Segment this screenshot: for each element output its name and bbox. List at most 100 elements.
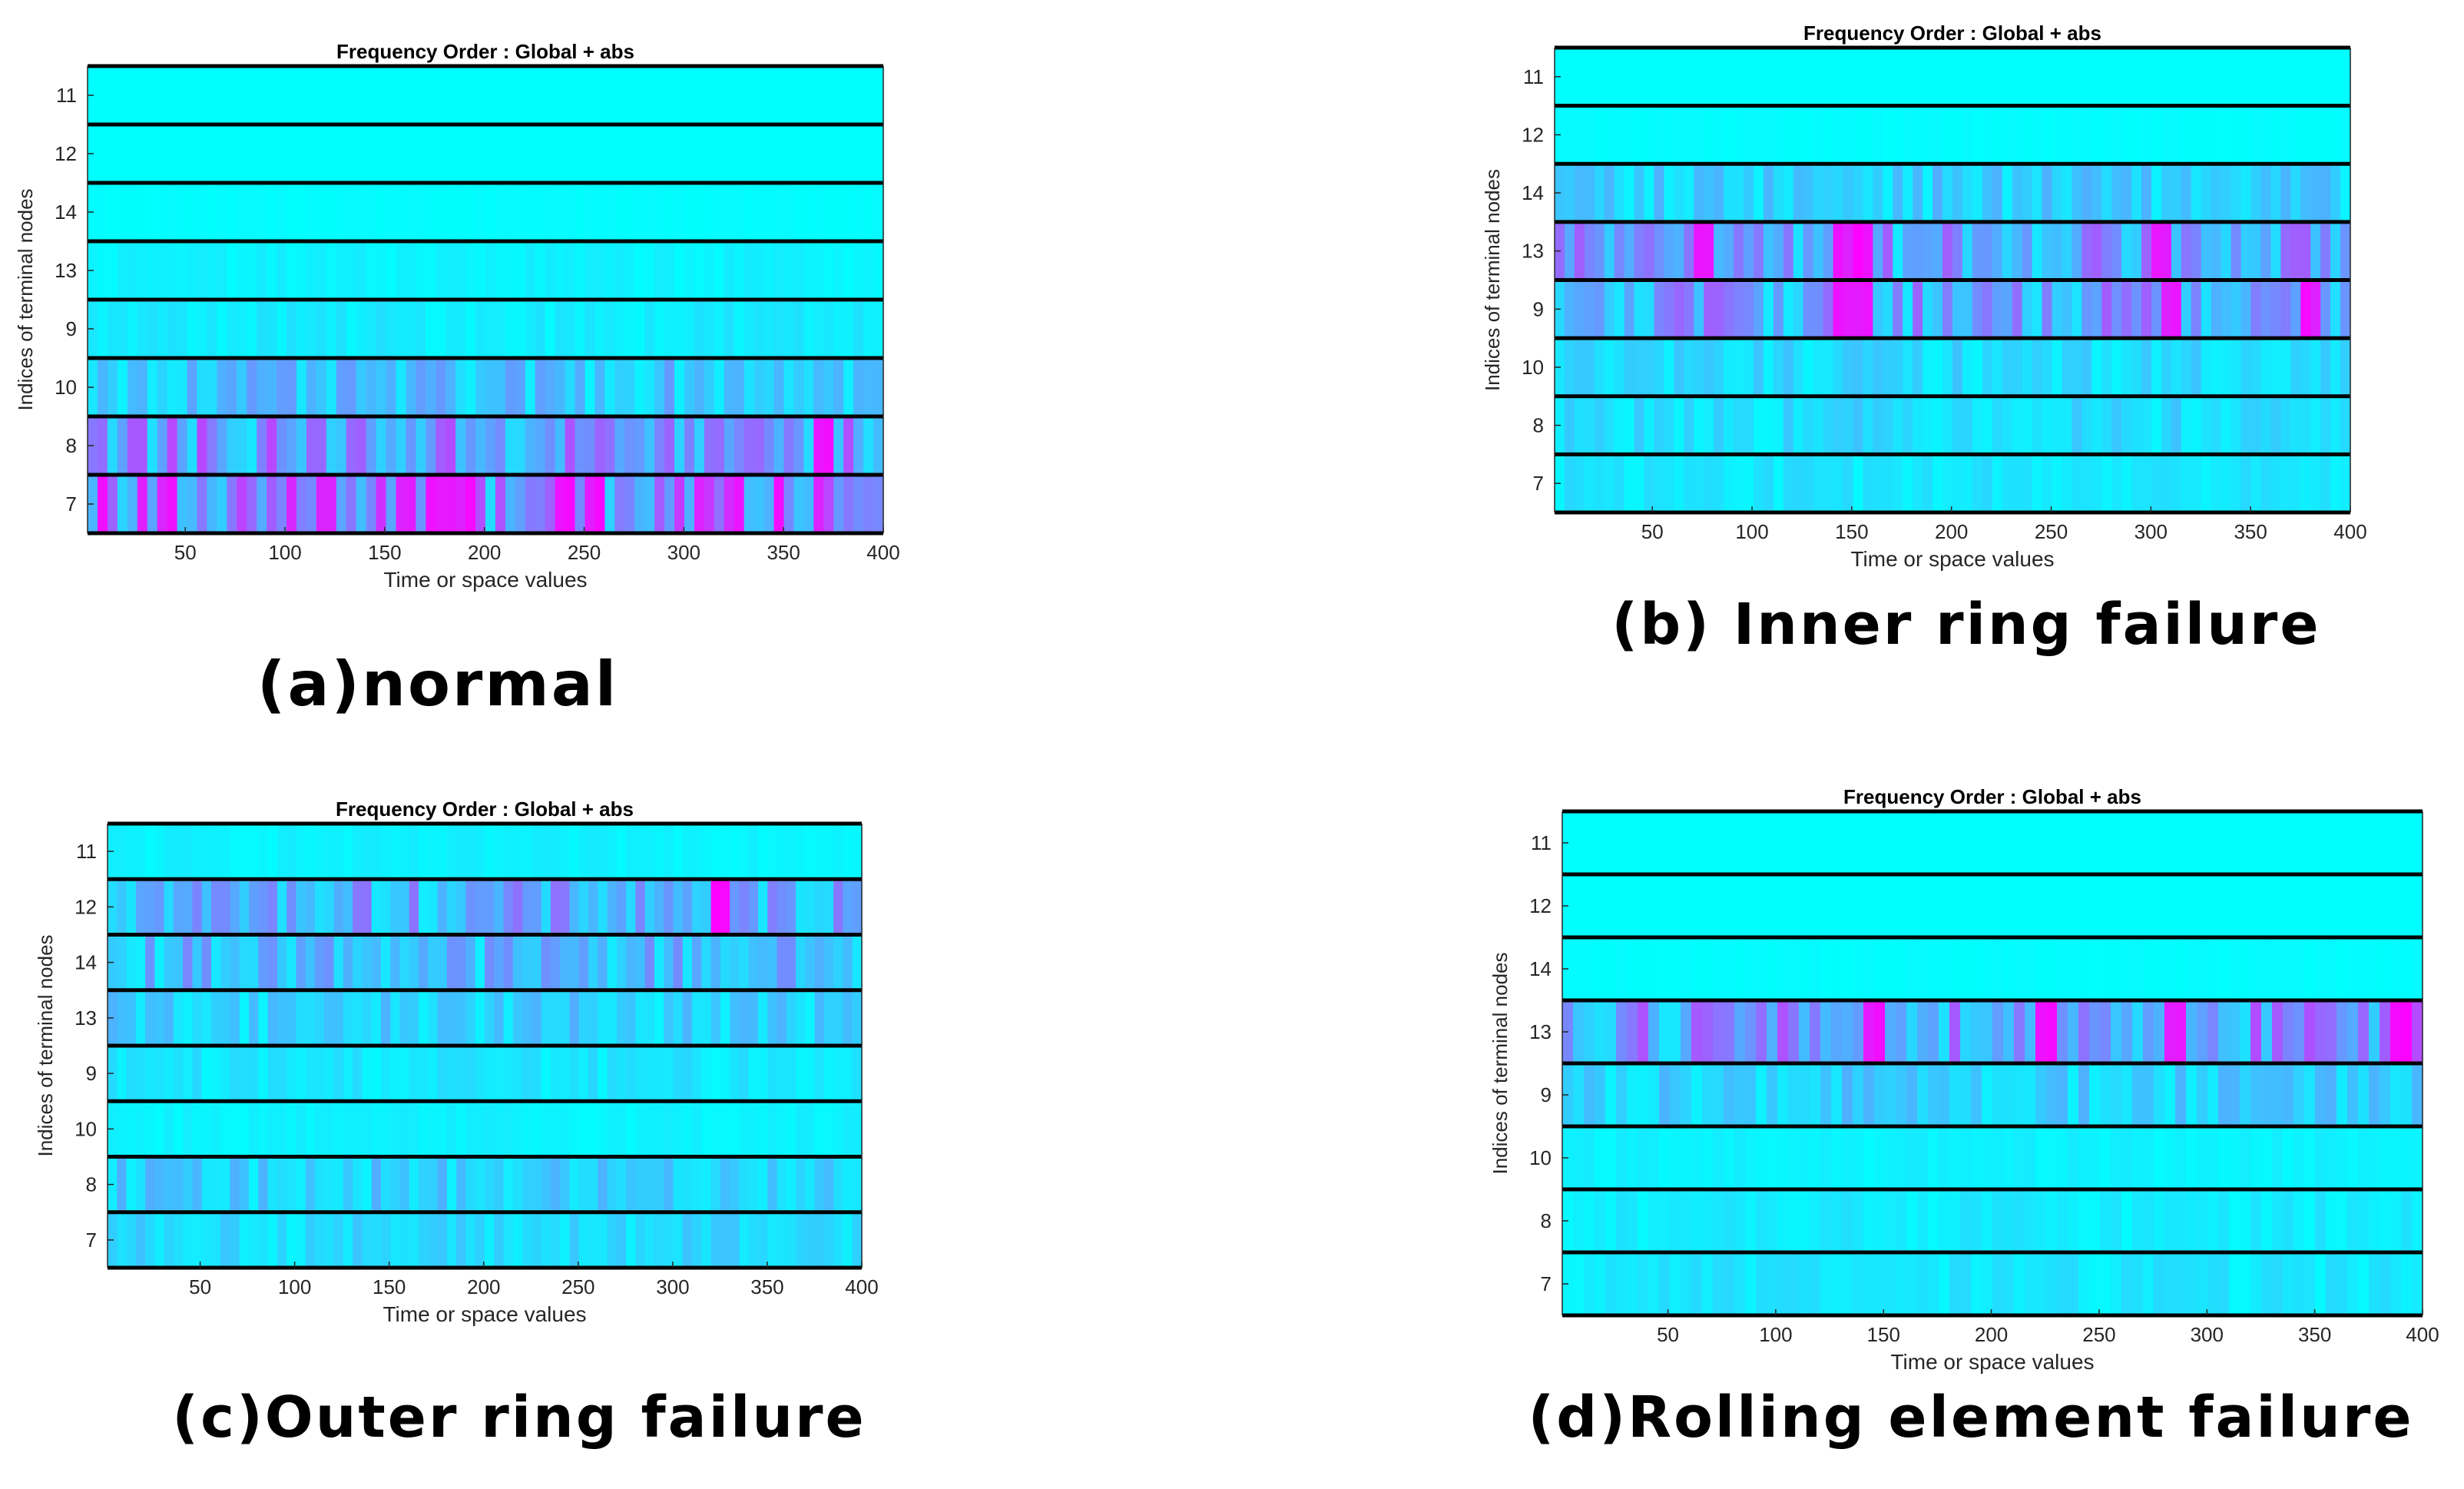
- heatmap-cell: [2250, 1189, 2262, 1252]
- heatmap-cell: [626, 879, 637, 935]
- heatmap-cell: [525, 241, 536, 300]
- heatmap-cell: [739, 1212, 750, 1268]
- heatmap-cell: [371, 934, 382, 990]
- heatmap-cell: [1694, 164, 1704, 222]
- heatmap-cell: [1604, 164, 1615, 222]
- heatmap-cell: [380, 1046, 391, 1102]
- x-tick-label: 400: [866, 541, 899, 564]
- heatmap-cell: [664, 300, 675, 358]
- heatmap-cell: [1674, 280, 1684, 339]
- heatmap-cell: [1906, 1126, 1918, 1189]
- heatmap-cell: [604, 358, 615, 416]
- heatmap-cell: [2035, 811, 2047, 874]
- heatmap-cell: [145, 1046, 155, 1102]
- heatmap-cell: [720, 1101, 730, 1157]
- heatmap-cell: [249, 990, 260, 1046]
- heatmap-cell: [97, 66, 108, 124]
- heatmap-cell: [1745, 1063, 1757, 1126]
- heatmap-cell: [2132, 937, 2144, 1000]
- heatmap-cell: [1773, 338, 1784, 396]
- heatmap-cell: [1831, 1063, 1843, 1126]
- heatmap-cell: [803, 183, 814, 241]
- heatmap-cell: [220, 1212, 231, 1268]
- heatmap-cell: [585, 300, 596, 358]
- heatmap-cell: [2340, 48, 2351, 106]
- heatmap-cell: [1745, 874, 1757, 937]
- heatmap-cell: [465, 1156, 476, 1212]
- heatmap-cell: [515, 416, 526, 475]
- heatmap-cell: [2175, 1189, 2187, 1252]
- heatmap-cell: [1594, 221, 1605, 280]
- heatmap-cell: [767, 1156, 778, 1212]
- heatmap-cell: [2201, 338, 2212, 396]
- heatmap-cell: [1942, 48, 1953, 106]
- heatmap-cell: [701, 1212, 712, 1268]
- heatmap-cell: [2358, 1252, 2370, 1315]
- heatmap-cell: [286, 934, 297, 990]
- heatmap-cell: [207, 358, 217, 416]
- heatmap-cell: [1853, 1063, 1864, 1126]
- heatmap-cell: [2330, 48, 2341, 106]
- heatmap-cell: [2304, 937, 2316, 1000]
- heatmap-cell: [796, 1101, 806, 1157]
- heatmap-cell: [753, 475, 765, 533]
- heatmap-cell: [823, 300, 834, 358]
- heatmap-cell: [569, 824, 580, 880]
- heatmap-cell: [2111, 1000, 2122, 1063]
- heatmap-cell: [1960, 1252, 1972, 1315]
- heatmap-cell: [2293, 1252, 2305, 1315]
- heatmap-cell: [1803, 221, 1814, 280]
- heatmap-cell: [445, 475, 456, 533]
- heatmap-cell: [1664, 280, 1674, 339]
- heatmap-cell: [634, 183, 645, 241]
- heatmap-cell: [1863, 1063, 1875, 1126]
- heatmap-cell: [1616, 1000, 1628, 1063]
- heatmap-cell: [585, 416, 596, 475]
- heatmap-cell: [2261, 874, 2273, 937]
- heatmap-cell: [475, 300, 486, 358]
- heatmap-cell: [173, 1046, 184, 1102]
- heatmap-cell: [2052, 396, 2063, 455]
- heatmap-cell: [220, 934, 231, 990]
- heatmap-cell: [2240, 338, 2252, 396]
- heatmap-cell: [2032, 454, 2043, 513]
- heatmap-cell: [1917, 874, 1929, 937]
- heatmap-cell: [324, 1046, 335, 1102]
- heatmap-cell: [1788, 937, 1800, 1000]
- heatmap-cell: [644, 1156, 655, 1212]
- heatmap-cell: [635, 1046, 646, 1102]
- heatmap-cell: [744, 475, 755, 533]
- heatmap-cell: [2101, 280, 2112, 339]
- heatmap-cell: [2290, 338, 2301, 396]
- heatmap-cell: [2218, 811, 2230, 874]
- heatmap-cell: [324, 824, 335, 880]
- heatmap-cell: [154, 824, 165, 880]
- heatmap-cell: [2068, 874, 2079, 937]
- heatmap-cell: [2057, 1000, 2068, 1063]
- heatmap-cell: [296, 475, 307, 533]
- heatmap-cell: [494, 1046, 505, 1102]
- heatmap-cell: [2072, 164, 2082, 222]
- heatmap-cell: [2057, 874, 2068, 937]
- heatmap-cell: [2197, 937, 2208, 1000]
- heatmap-cell: [465, 1046, 476, 1102]
- heatmap-cell: [1823, 454, 1834, 513]
- heatmap-cell: [97, 183, 108, 241]
- heatmap-cell: [1574, 221, 1585, 280]
- heatmap-cell: [362, 1101, 373, 1157]
- heatmap-cell: [565, 124, 576, 183]
- heatmap-cell: [419, 879, 429, 935]
- heatmap-cell: [1614, 164, 1625, 222]
- heatmap-cell: [426, 358, 436, 416]
- heatmap-cell: [315, 934, 325, 990]
- heatmap-cell: [1842, 1252, 1853, 1315]
- heatmap-cell: [853, 358, 864, 416]
- heatmap-cell: [217, 183, 227, 241]
- heatmap-cell: [2221, 105, 2232, 164]
- heatmap-cell: [684, 66, 695, 124]
- heatmap-cell: [1595, 1252, 1606, 1315]
- heatmap-cell: [145, 1212, 155, 1268]
- heatmap-cell: [167, 183, 178, 241]
- heatmap-cell: [730, 824, 740, 880]
- heatmap-cell: [380, 1212, 391, 1268]
